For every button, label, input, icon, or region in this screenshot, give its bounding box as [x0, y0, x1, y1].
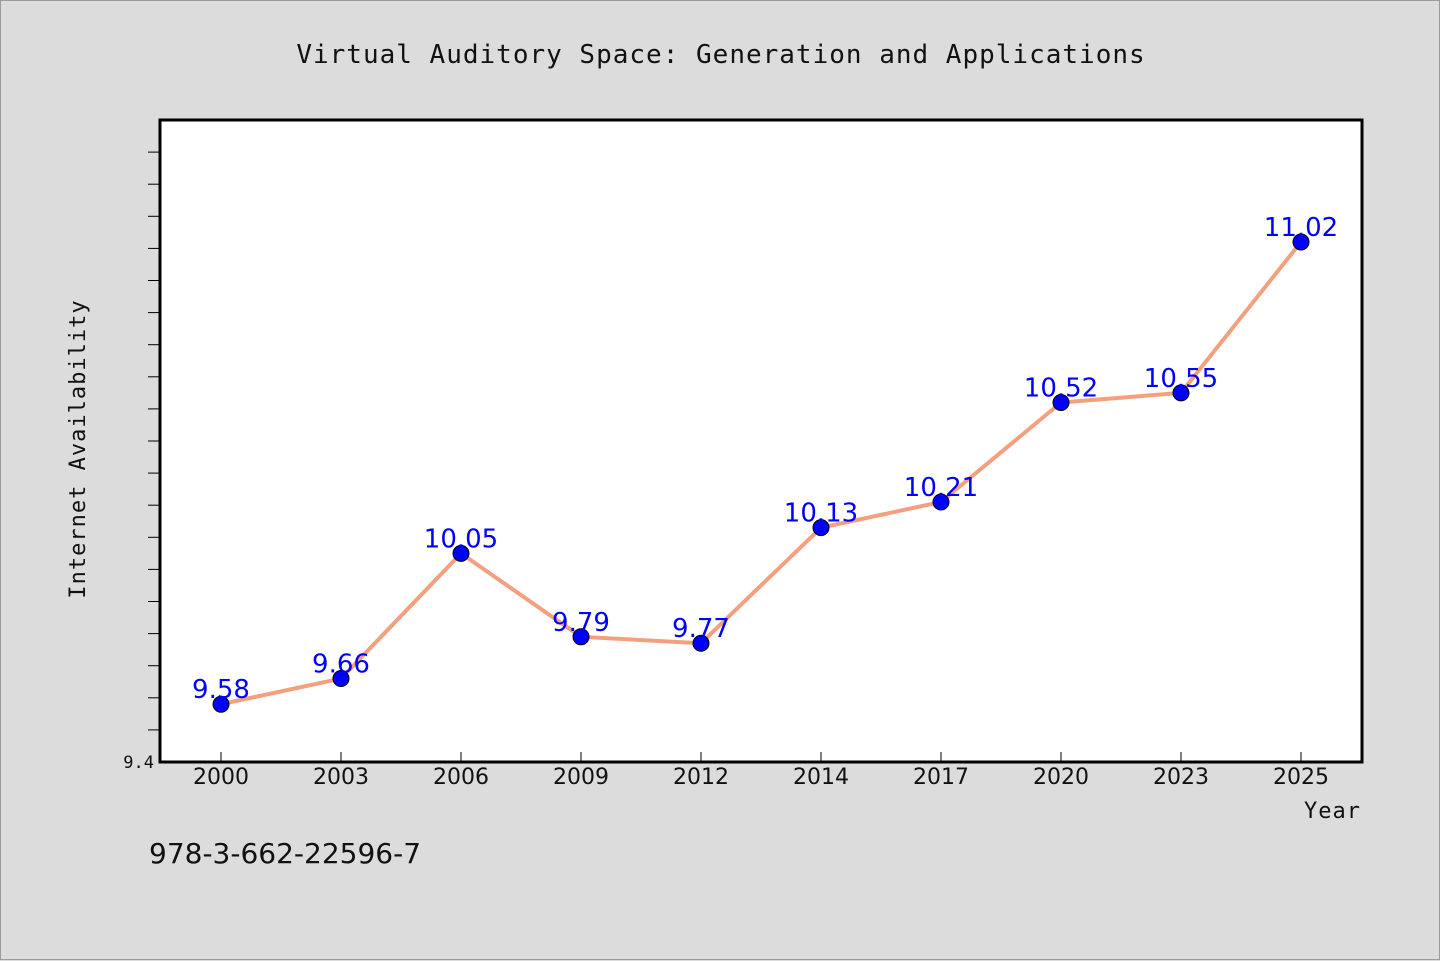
plot-area	[158, 118, 1364, 764]
data-point	[812, 519, 830, 537]
data-label: 11.02	[1264, 213, 1338, 243]
x-tick-label: 2014	[793, 765, 849, 790]
isbn-text: 978-3-662-22596-7	[149, 837, 421, 870]
chart-title: Virtual Auditory Space: Generation and A…	[296, 40, 1145, 70]
data-label: 10.13	[784, 499, 858, 529]
data-label: 10.52	[1024, 373, 1098, 403]
data-label: 10.05	[424, 524, 498, 554]
data-label: 10.21	[904, 473, 978, 503]
data-label: 9.77	[672, 614, 730, 644]
x-tick-label: 2003	[313, 765, 369, 790]
y-axis: 9.4	[123, 151, 160, 773]
data-point	[572, 628, 590, 646]
data-point	[1052, 393, 1070, 411]
data-point	[212, 695, 230, 713]
data-label: 9.58	[192, 675, 250, 705]
data-point	[452, 544, 470, 562]
series-layer: 9.58 9.66 10.05 9.79 9.77 10.13 10.21 10.52 10.5…	[192, 213, 1338, 713]
x-tick-label: 2025	[1273, 765, 1329, 790]
x-tick-label: 2012	[673, 765, 729, 790]
data-point	[692, 634, 710, 652]
data-label: 9.66	[312, 650, 370, 680]
data-point	[1172, 384, 1190, 402]
y-axis-label: Internet Availability	[66, 299, 91, 598]
x-tick-label: 2023	[1153, 765, 1209, 790]
x-tick-label: 2017	[913, 765, 969, 790]
x-tick-label: 2000	[193, 765, 249, 790]
x-tick-label: 2009	[553, 765, 609, 790]
series-line	[220, 240, 1303, 707]
data-point	[1292, 233, 1310, 251]
x-tick-label: 2006	[433, 765, 489, 790]
data-label: 10.55	[1144, 364, 1218, 394]
x-tick-label: 2020	[1033, 765, 1089, 790]
y-tick-label: 9.4	[123, 753, 154, 773]
data-point	[332, 670, 350, 688]
x-axis: 2000 2003 2006 2009 2012 2014 2017 2020 2023 2025	[193, 752, 1329, 790]
data-point	[932, 493, 950, 511]
x-axis-label: Year	[1304, 799, 1361, 824]
data-label: 9.79	[552, 608, 610, 638]
